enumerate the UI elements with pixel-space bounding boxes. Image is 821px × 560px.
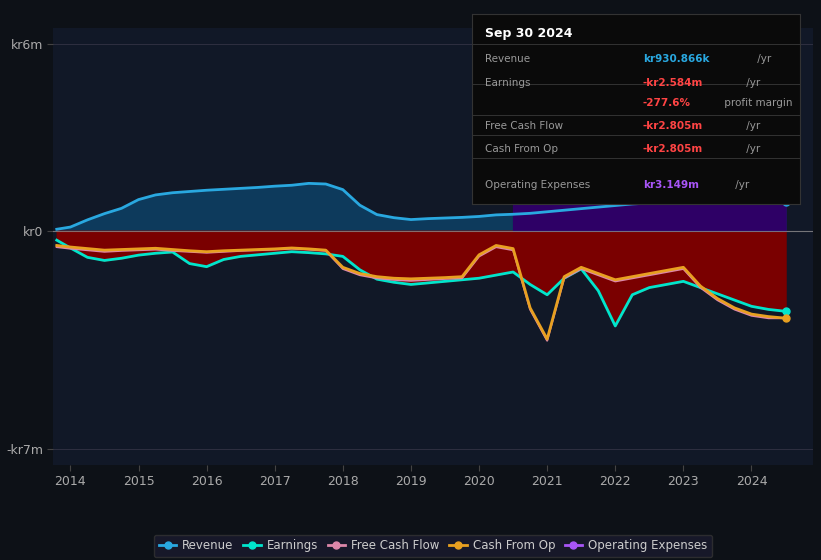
Text: /yr: /yr — [743, 78, 760, 88]
Text: -277.6%: -277.6% — [643, 98, 690, 108]
Text: profit margin: profit margin — [721, 98, 792, 108]
Text: /yr: /yr — [732, 180, 750, 190]
Text: -kr2.805m: -kr2.805m — [643, 120, 703, 130]
Text: /yr: /yr — [743, 144, 760, 155]
Text: /yr: /yr — [754, 54, 772, 64]
Text: kr3.149m: kr3.149m — [643, 180, 699, 190]
Text: -kr2.805m: -kr2.805m — [643, 144, 703, 155]
Text: Earnings: Earnings — [485, 78, 530, 88]
Text: -kr2.584m: -kr2.584m — [643, 78, 704, 88]
Text: Operating Expenses: Operating Expenses — [485, 180, 590, 190]
Legend: Revenue, Earnings, Free Cash Flow, Cash From Op, Operating Expenses: Revenue, Earnings, Free Cash Flow, Cash … — [154, 535, 712, 557]
Text: Cash From Op: Cash From Op — [485, 144, 558, 155]
Text: /yr: /yr — [743, 120, 760, 130]
Text: Revenue: Revenue — [485, 54, 530, 64]
Text: kr930.866k: kr930.866k — [643, 54, 709, 64]
Text: Sep 30 2024: Sep 30 2024 — [485, 27, 573, 40]
Text: Free Cash Flow: Free Cash Flow — [485, 120, 563, 130]
